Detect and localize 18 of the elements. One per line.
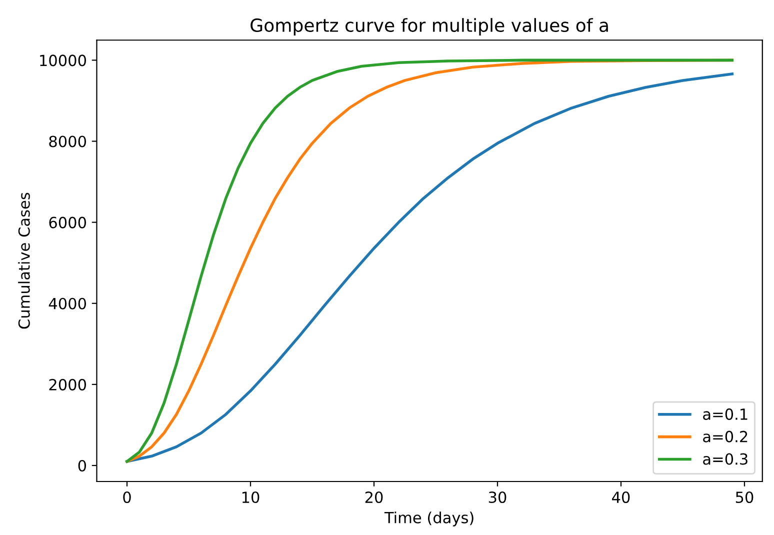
legend-label: a=0.3 xyxy=(703,453,748,465)
y-tick-label: 8000 xyxy=(49,136,86,148)
x-tick-label: 30 xyxy=(488,491,506,504)
y-tick-label: 2000 xyxy=(49,378,86,390)
x-tick-label: 0 xyxy=(123,491,131,504)
y-tick-label: 10000 xyxy=(40,54,86,66)
x-axis-title: Time (days) xyxy=(384,512,474,526)
x-tick-label: 40 xyxy=(612,491,630,504)
y-tick-label: 0 xyxy=(78,460,86,472)
legend-label: a=0.1 xyxy=(703,408,748,420)
y-axis-title: Cumulative Cases xyxy=(18,192,30,329)
x-tick-label: 50 xyxy=(736,491,754,504)
legend-label: a=0.2 xyxy=(703,430,748,442)
y-tick-label: 4000 xyxy=(48,298,86,310)
x-tick-label: 10 xyxy=(242,491,260,504)
chart-title: Gompertz curve for multiple values of a xyxy=(250,18,608,36)
y-tick-label: 6000 xyxy=(49,216,86,228)
x-tick-label: 20 xyxy=(365,491,383,504)
